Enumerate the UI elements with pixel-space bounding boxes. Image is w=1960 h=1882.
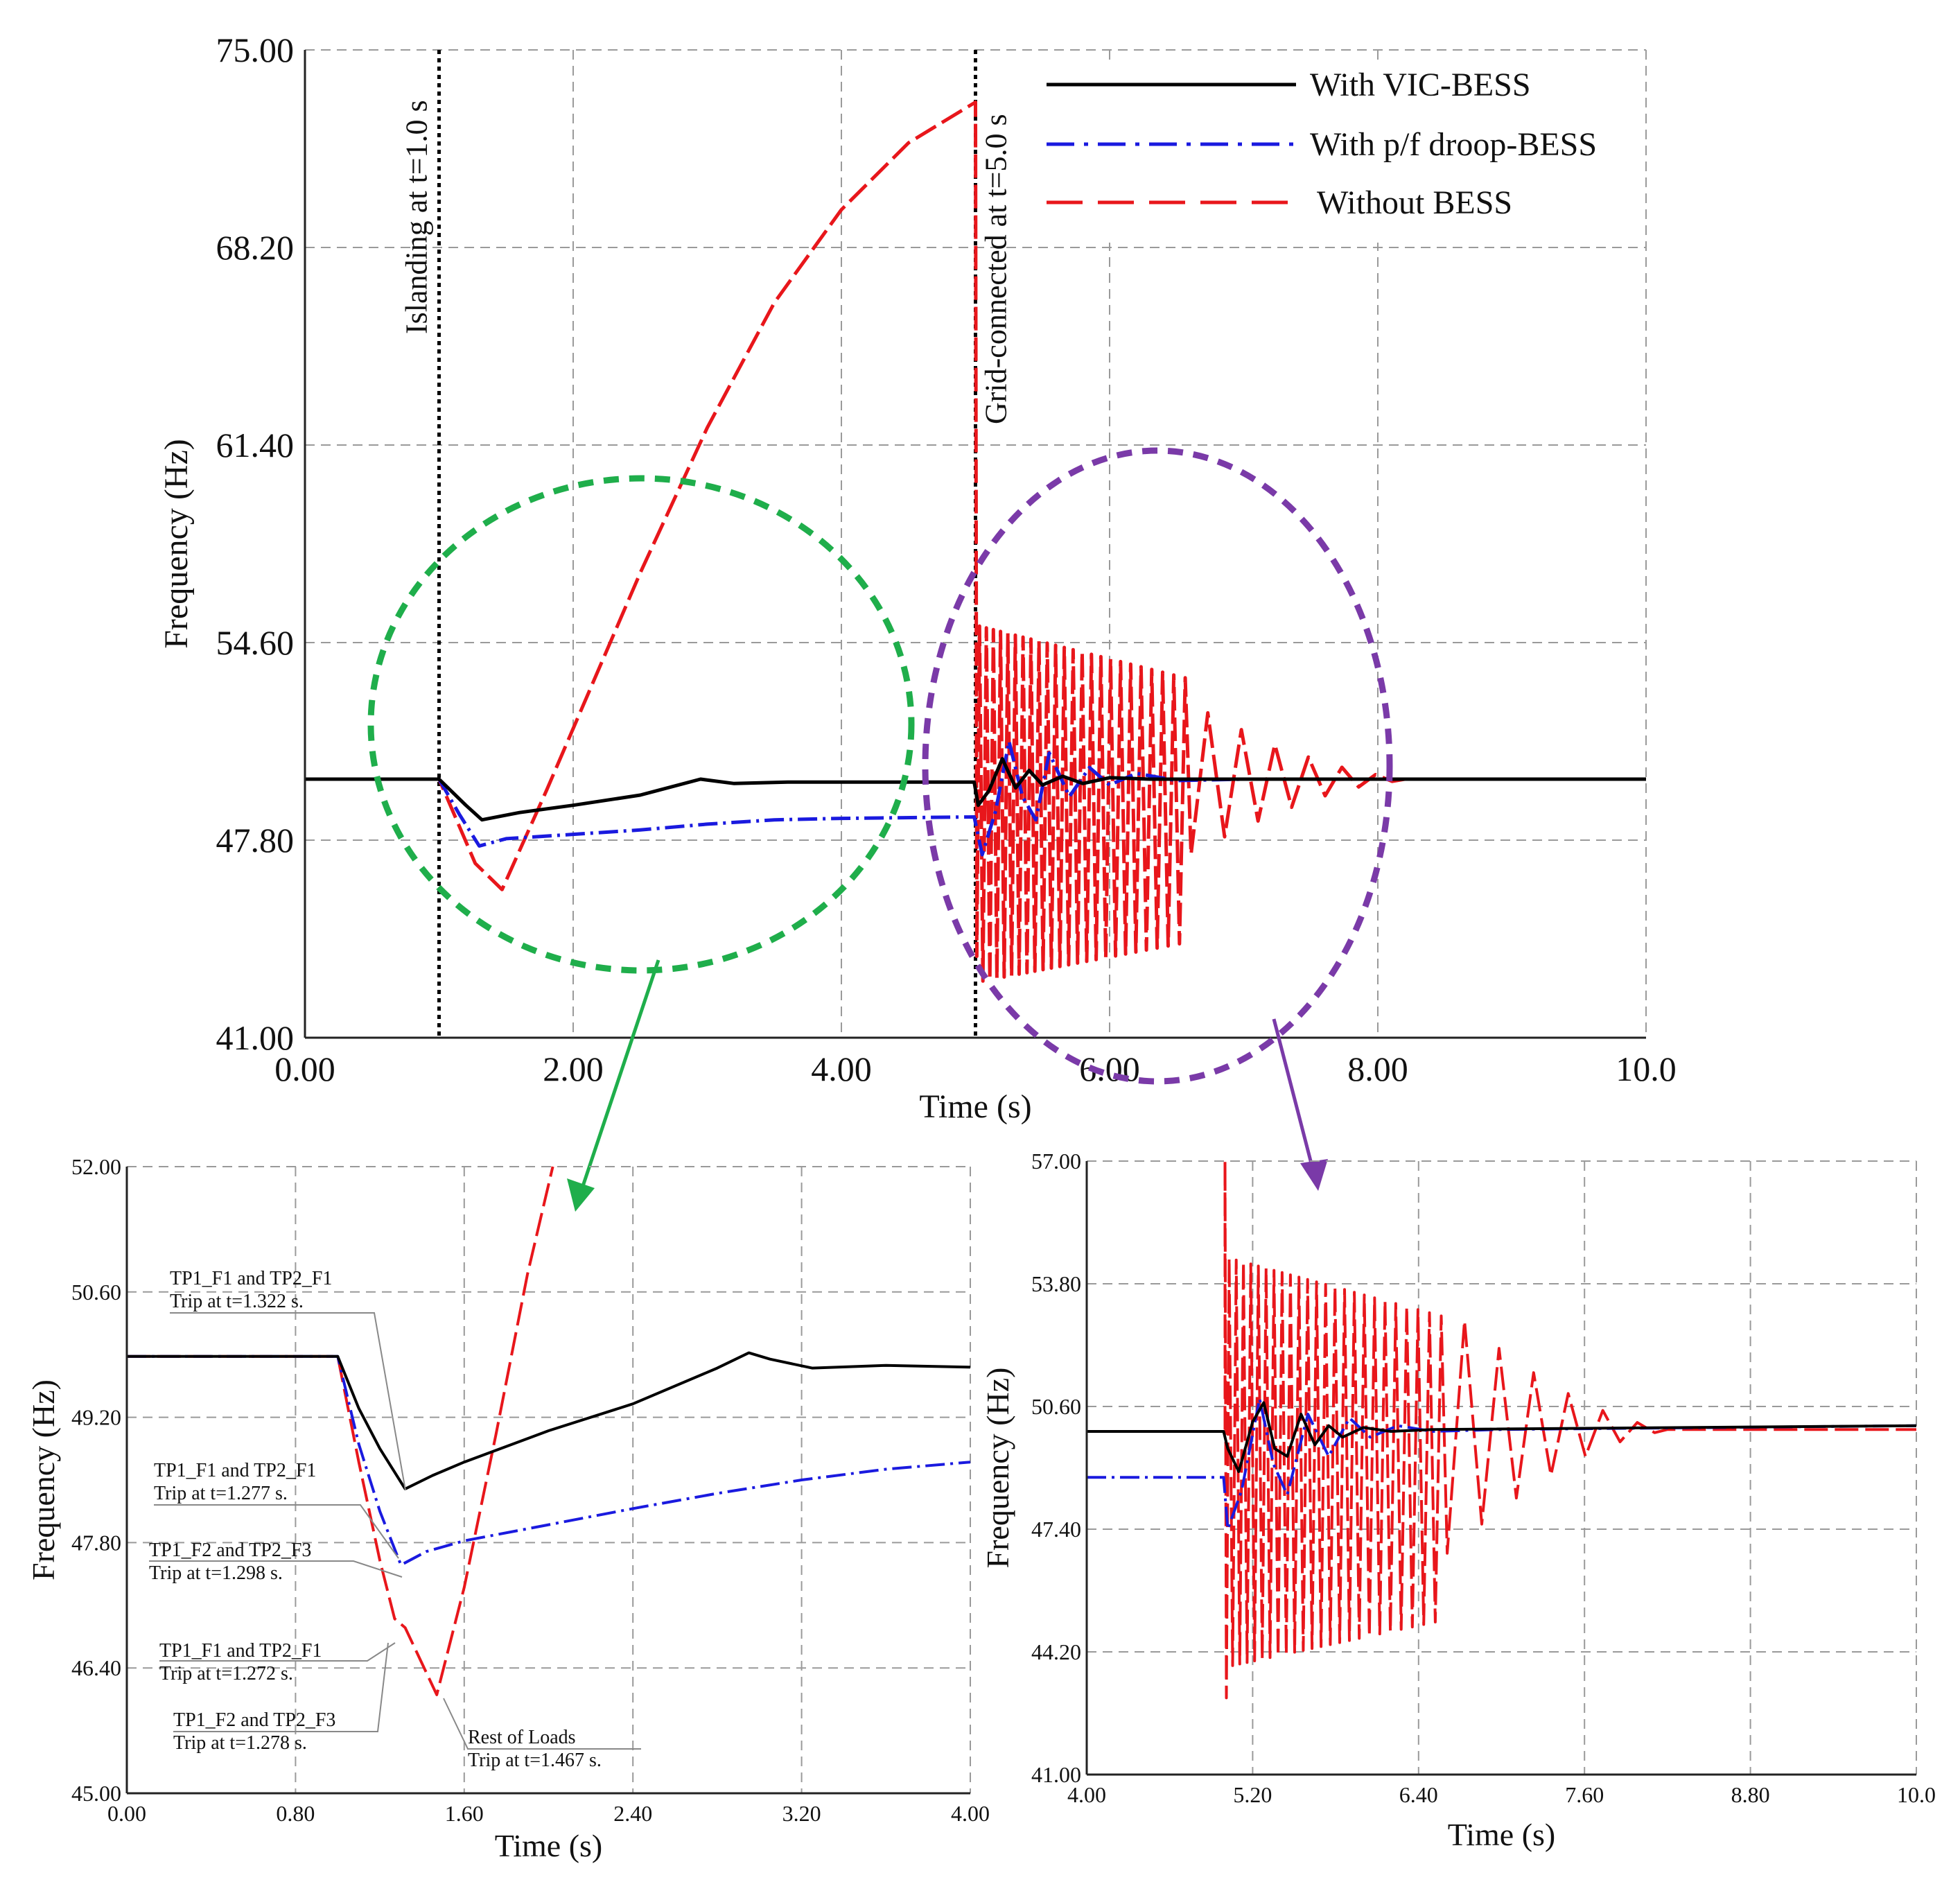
y-tick-label: 61.40 bbox=[216, 426, 295, 464]
x-tick-label: 0.00 bbox=[274, 1049, 335, 1088]
y-tick-label: 45.00 bbox=[71, 1781, 121, 1806]
series-line-with-p-f-droop-bess bbox=[305, 740, 1646, 857]
zoom-left-axes: 0.00 0.80 1.60 2.40 3.20 4.00 45.00 46.40 47.80 4… bbox=[71, 1154, 990, 1826]
y-tick-label: 44.20 bbox=[1031, 1639, 1081, 1664]
main-series bbox=[305, 100, 1646, 983]
series-line-with-vic-bess bbox=[305, 757, 1646, 822]
series-line-without-bess bbox=[1223, 1160, 1916, 1700]
annotation-text: TP1_F1 and TP2_F1 bbox=[170, 1268, 332, 1289]
y-tick-label: 46.40 bbox=[71, 1655, 121, 1680]
zoom-right-y-axis-label: Frequency (Hz) bbox=[980, 1368, 1015, 1569]
series-line-with-vic-bess bbox=[1087, 1401, 1916, 1473]
zoom-left-chart: 0.00 0.80 1.60 2.40 3.20 4.00 45.00 46.40 47.80 4… bbox=[26, 1154, 990, 1863]
x-tick-label: 4.00 bbox=[951, 1801, 990, 1826]
annotation-trip-1278: TP1_F2 and TP2_F3 Trip at t=1.278 s. bbox=[173, 1642, 389, 1754]
event-label: Grid-connected at t=5.0 s bbox=[979, 114, 1013, 424]
x-tick-label: 10.0 bbox=[1616, 1049, 1677, 1088]
annotation-trip-1298: TP1_F2 and TP2_F3 Trip at t=1.298 s. bbox=[149, 1540, 403, 1584]
zoom-left-x-axis-label: Time (s) bbox=[495, 1828, 603, 1863]
series-line-with-vic-bess bbox=[127, 1351, 970, 1490]
y-tick-label: 47.80 bbox=[216, 821, 295, 860]
event-label: Islanding at t=1.0 s bbox=[400, 100, 434, 334]
main-event-lines: Islanding at t=1.0 s Grid-connected at t=… bbox=[400, 50, 1013, 1038]
zoom-region-right-ellipse bbox=[922, 447, 1393, 1085]
annotation-text: TP1_F2 and TP2_F3 bbox=[173, 1709, 335, 1731]
annotation-text: Trip at t=1.467 s. bbox=[468, 1750, 602, 1771]
y-tick-label: 54.60 bbox=[216, 623, 295, 662]
annotation-trip-1272: TP1_F1 and TP2_F1 Trip at t=1.272 s. bbox=[159, 1640, 396, 1684]
x-tick-label: 0.00 bbox=[107, 1801, 146, 1826]
annotation-text: Trip at t=1.322 s. bbox=[170, 1291, 304, 1312]
y-tick-label: 75.00 bbox=[216, 31, 295, 69]
x-tick-label: 5.20 bbox=[1233, 1782, 1272, 1807]
x-tick-label: 8.80 bbox=[1731, 1782, 1770, 1807]
main-x-axis-label: Time (s) bbox=[919, 1088, 1031, 1125]
y-tick-label: 47.80 bbox=[71, 1530, 121, 1555]
zoom-arrow-left bbox=[567, 959, 660, 1212]
zoom-region-left-ellipse bbox=[367, 475, 915, 974]
annotation-text: Trip at t=1.277 s. bbox=[154, 1483, 288, 1504]
legend-label-without: Without BESS bbox=[1317, 184, 1512, 221]
zoom-right-x-axis-label: Time (s) bbox=[1448, 1817, 1556, 1852]
y-tick-label: 50.60 bbox=[71, 1280, 121, 1305]
annotation-trip-1322: TP1_F1 and TP2_F1 Trip at t=1.322 s. bbox=[170, 1268, 406, 1491]
x-tick-label: 3.20 bbox=[782, 1801, 821, 1826]
zoom-left-y-axis-label: Frequency (Hz) bbox=[26, 1379, 61, 1580]
y-tick-label: 57.00 bbox=[1031, 1149, 1081, 1174]
series-line-without-bess bbox=[127, 1166, 554, 1696]
x-tick-label: 2.40 bbox=[613, 1801, 652, 1826]
zoom-right-series bbox=[1087, 1160, 1916, 1700]
main-chart: Islanding at t=1.0 s Grid-connected at t=… bbox=[158, 31, 1677, 1212]
x-tick-label: 4.00 bbox=[811, 1049, 872, 1088]
zoom-left-grid bbox=[127, 1166, 971, 1793]
annotation-text: TP1_F1 and TP2_F1 bbox=[154, 1460, 316, 1481]
annotation-text: TP1_F1 and TP2_F1 bbox=[159, 1640, 322, 1662]
zoom-left-annotations: TP1_F1 and TP2_F1 Trip at t=1.322 s. TP1… bbox=[149, 1268, 641, 1771]
zoom-arrow-right bbox=[1272, 1018, 1328, 1191]
x-tick-label: 4.00 bbox=[1067, 1782, 1106, 1807]
x-tick-label: 1.60 bbox=[445, 1801, 484, 1826]
series-line-without-bess bbox=[305, 100, 1646, 983]
x-tick-label: 2.00 bbox=[543, 1049, 604, 1088]
zoom-left-series bbox=[127, 1166, 970, 1696]
zoom-right-grid bbox=[1087, 1160, 1917, 1775]
annotation-text: Trip at t=1.298 s. bbox=[149, 1562, 283, 1584]
x-tick-label: 8.00 bbox=[1347, 1049, 1408, 1088]
annotation-text: TP1_F2 and TP2_F3 bbox=[149, 1540, 311, 1561]
x-tick-label: 10.0 bbox=[1897, 1782, 1936, 1807]
y-tick-label: 41.00 bbox=[1031, 1762, 1081, 1787]
x-tick-label: 6.40 bbox=[1399, 1782, 1438, 1807]
annotation-text: Rest of Loads bbox=[468, 1727, 576, 1748]
y-tick-label: 52.00 bbox=[71, 1154, 121, 1179]
y-tick-label: 50.60 bbox=[1031, 1394, 1081, 1419]
main-axes: 0.00 2.00 4.00 6.00 8.00 10.0 41.00 47.80 54.60 6… bbox=[216, 31, 1677, 1088]
zoom-right-chart: 4.00 5.20 6.40 7.60 8.80 10.0 41.00 44.20 47.40 5… bbox=[980, 1149, 1936, 1852]
y-tick-label: 68.20 bbox=[216, 228, 295, 267]
y-tick-label: 41.00 bbox=[216, 1018, 295, 1057]
annotation-text: Trip at t=1.272 s. bbox=[159, 1663, 293, 1684]
x-tick-label: 6.00 bbox=[1079, 1049, 1140, 1088]
series-line-with-p-f-droop-bess bbox=[1087, 1397, 1916, 1531]
annotation-trip-1277: TP1_F1 and TP2_F1 Trip at t=1.277 s. bbox=[154, 1460, 399, 1559]
y-tick-label: 47.40 bbox=[1031, 1517, 1081, 1542]
legend-label-vic: With VIC-BESS bbox=[1310, 67, 1531, 103]
main-y-axis-label: Frequency (Hz) bbox=[158, 439, 195, 649]
legend-background bbox=[1029, 62, 1639, 243]
annotation-text: Trip at t=1.278 s. bbox=[173, 1732, 307, 1754]
y-tick-label: 53.80 bbox=[1031, 1271, 1081, 1296]
y-tick-label: 49.20 bbox=[71, 1405, 121, 1430]
series-line-with-p-f-droop-bess bbox=[127, 1354, 970, 1567]
x-tick-label: 0.80 bbox=[276, 1801, 315, 1826]
legend-label-droop: With p/f droop-BESS bbox=[1310, 126, 1597, 163]
annotation-trip-1467: Rest of Loads Trip at t=1.467 s. bbox=[443, 1698, 641, 1771]
main-legend: With VIC-BESS With p/f droop-BESS Withou… bbox=[1029, 62, 1639, 243]
x-tick-label: 7.60 bbox=[1565, 1782, 1604, 1807]
zoom-right-axes: 4.00 5.20 6.40 7.60 8.80 10.0 41.00 44.20 47.40 5… bbox=[1031, 1149, 1936, 1807]
